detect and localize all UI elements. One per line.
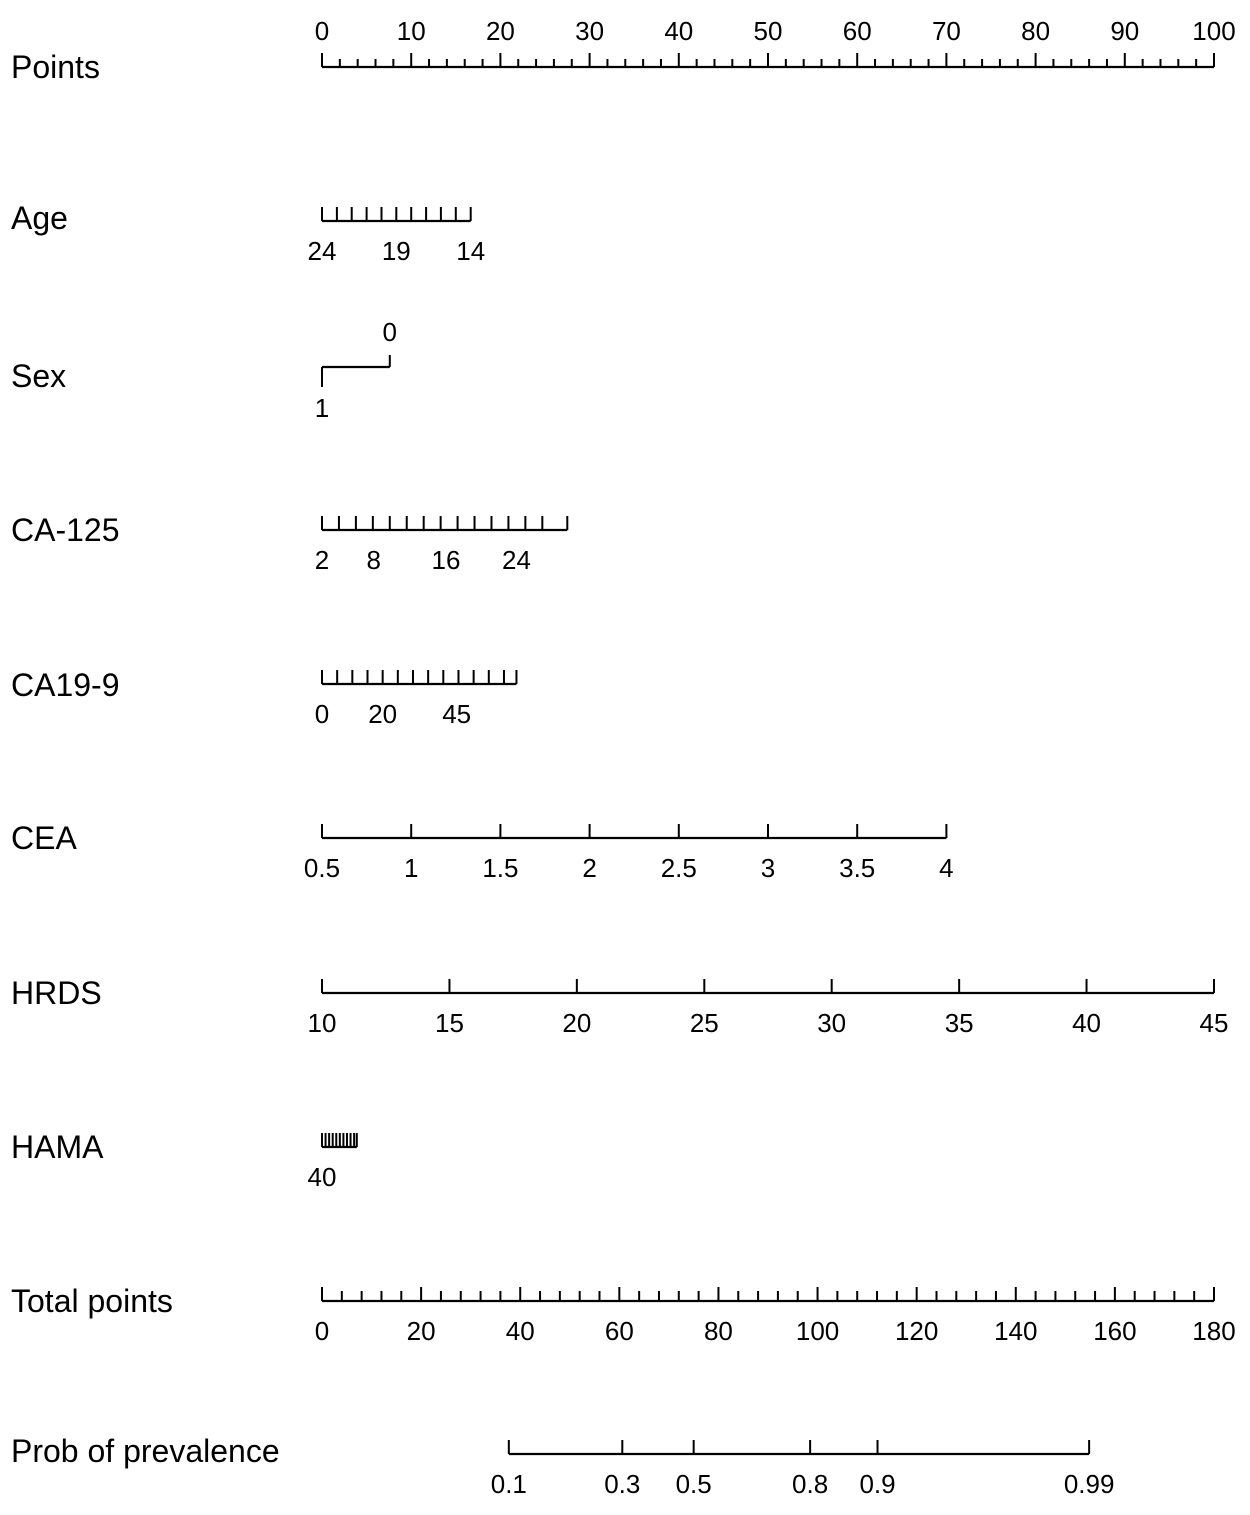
tick-label-age: 14 bbox=[456, 236, 485, 266]
tick-label-hrds: 35 bbox=[945, 1008, 974, 1038]
row-cea: CEA 0.5 1 1.5 2 2.5 3 3.5 4 bbox=[11, 820, 954, 883]
tick-label-prob-of-prevalence: 0.5 bbox=[676, 1469, 712, 1499]
tick-label-cea: 4 bbox=[939, 853, 953, 883]
row-label-age: Age bbox=[11, 200, 68, 236]
tick-label-total-points: 160 bbox=[1093, 1316, 1136, 1346]
tick-label-total-points: 0 bbox=[315, 1316, 329, 1346]
tick-label-total-points: 80 bbox=[704, 1316, 733, 1346]
tick-label-prob-of-prevalence: 0.99 bbox=[1064, 1469, 1115, 1499]
tick-label-points: 50 bbox=[754, 16, 783, 46]
row-ca19-9: CA19-9 0 20 45 bbox=[11, 667, 518, 729]
row-age: Age 24 19 14 bbox=[11, 200, 485, 266]
tick-label-sex: 1 bbox=[315, 393, 329, 423]
tick-label-cea: 2.5 bbox=[661, 853, 697, 883]
row-total-points: Total points 0 20 40 60 80 100 120 140 160 180 bbox=[11, 1283, 1236, 1346]
tick-label-hrds: 45 bbox=[1200, 1008, 1229, 1038]
row-label-hrds: HRDS bbox=[11, 975, 102, 1011]
tick-label-hrds: 15 bbox=[435, 1008, 464, 1038]
tick-label-points: 70 bbox=[932, 16, 961, 46]
tick-label-sex: 0 bbox=[383, 317, 397, 347]
tick-label-hrds: 25 bbox=[690, 1008, 719, 1038]
row-label-total-points: Total points bbox=[11, 1283, 173, 1319]
row-label-ca19-9: CA19-9 bbox=[11, 667, 120, 703]
row-label-sex: Sex bbox=[11, 358, 66, 394]
tick-label-ca19-9: 20 bbox=[368, 699, 397, 729]
row-ca-125: CA-125 2 8 16 24 bbox=[11, 512, 569, 575]
tick-label-cea: 1.5 bbox=[482, 853, 518, 883]
tick-label-points: 40 bbox=[664, 16, 693, 46]
tick-label-total-points: 20 bbox=[407, 1316, 436, 1346]
tick-label-cea: 3.5 bbox=[839, 853, 875, 883]
tick-label-cea: 3 bbox=[761, 853, 775, 883]
tick-label-cea: 2 bbox=[582, 853, 596, 883]
tick-label-total-points: 180 bbox=[1192, 1316, 1235, 1346]
tick-label-cea: 1 bbox=[404, 853, 418, 883]
row-label-hama: HAMA bbox=[11, 1129, 104, 1165]
row-sex: Sex 1 0 bbox=[11, 317, 397, 423]
tick-label-ca19-9: 0 bbox=[315, 699, 329, 729]
tick-label-total-points: 140 bbox=[994, 1316, 1037, 1346]
tick-label-hama: 40 bbox=[308, 1162, 337, 1192]
tick-label-total-points: 40 bbox=[506, 1316, 535, 1346]
tick-label-ca-125: 2 bbox=[315, 545, 329, 575]
tick-label-points: 30 bbox=[575, 16, 604, 46]
tick-label-points: 100 bbox=[1192, 16, 1235, 46]
tick-label-prob-of-prevalence: 0.8 bbox=[792, 1469, 828, 1499]
tick-label-ca19-9: 45 bbox=[442, 699, 471, 729]
tick-label-points: 20 bbox=[486, 16, 515, 46]
tick-label-prob-of-prevalence: 0.3 bbox=[604, 1469, 640, 1499]
tick-label-ca-125: 16 bbox=[432, 545, 461, 575]
row-label-points: Points bbox=[11, 49, 100, 85]
tick-label-prob-of-prevalence: 0.9 bbox=[859, 1469, 895, 1499]
tick-label-points: 80 bbox=[1021, 16, 1050, 46]
row-prob-of-prevalence: Prob of prevalence 0.1 0.3 0.5 0.8 0.9 0.99 bbox=[11, 1433, 1114, 1499]
tick-label-hrds: 30 bbox=[817, 1008, 846, 1038]
tick-label-hrds: 20 bbox=[562, 1008, 591, 1038]
tick-label-hrds: 10 bbox=[308, 1008, 337, 1038]
row-label-prob-of-prevalence: Prob of prevalence bbox=[11, 1433, 280, 1469]
row-points: Points 0 10 20 30 40 50 60 70 80 90 100 bbox=[11, 16, 1236, 85]
row-label-ca-125: CA-125 bbox=[11, 512, 120, 548]
tick-label-points: 60 bbox=[843, 16, 872, 46]
tick-label-ca-125: 24 bbox=[502, 545, 531, 575]
tick-label-total-points: 100 bbox=[796, 1316, 839, 1346]
row-hama: HAMA 40 bbox=[11, 1129, 358, 1192]
tick-label-points: 90 bbox=[1110, 16, 1139, 46]
tick-label-age: 24 bbox=[308, 236, 337, 266]
tick-label-total-points: 120 bbox=[895, 1316, 938, 1346]
tick-label-cea: 0.5 bbox=[304, 853, 340, 883]
row-hrds: HRDS 10 15 20 25 30 35 40 45 bbox=[11, 975, 1228, 1038]
tick-label-points: 10 bbox=[397, 16, 426, 46]
tick-label-hrds: 40 bbox=[1072, 1008, 1101, 1038]
tick-label-ca-125: 8 bbox=[367, 545, 381, 575]
tick-label-prob-of-prevalence: 0.1 bbox=[491, 1469, 527, 1499]
tick-label-age: 19 bbox=[382, 236, 411, 266]
tick-label-points: 0 bbox=[315, 16, 329, 46]
tick-label-total-points: 60 bbox=[605, 1316, 634, 1346]
row-label-cea: CEA bbox=[11, 820, 77, 856]
